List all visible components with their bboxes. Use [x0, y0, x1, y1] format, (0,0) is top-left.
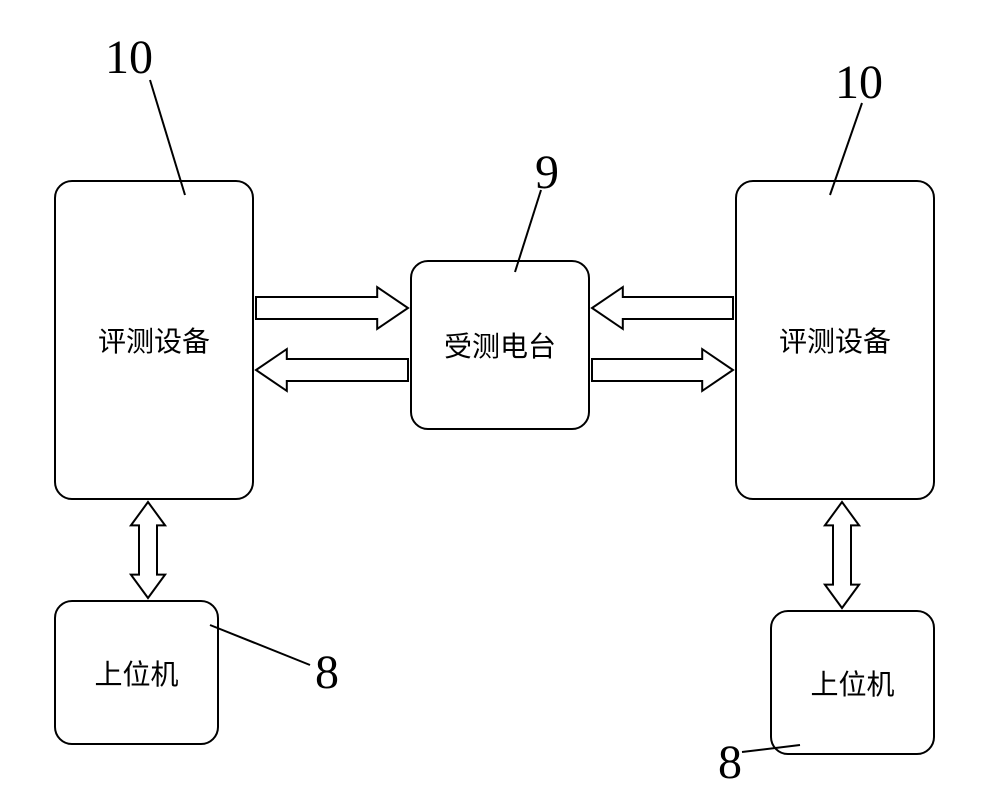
ref-num-10-right: 10: [835, 55, 883, 110]
ref-num-8-left: 8: [315, 645, 339, 700]
host-right-node: 上位机: [770, 610, 935, 755]
ref-num-8-right: 8: [718, 735, 742, 790]
ref-num-10-left: 10: [105, 30, 153, 85]
eval-device-left-label: 评测设备: [98, 320, 210, 360]
eval-device-right-label: 评测设备: [779, 320, 891, 360]
ref-num-9: 9: [535, 145, 559, 200]
host-left-label: 上位机: [94, 653, 178, 693]
radio-under-test-node: 受测电台: [410, 260, 590, 430]
host-right-label: 上位机: [810, 663, 894, 703]
host-left-node: 上位机: [54, 600, 219, 745]
eval-device-left-node: 评测设备: [54, 180, 254, 500]
radio-under-test-label: 受测电台: [444, 325, 556, 365]
eval-device-right-node: 评测设备: [735, 180, 935, 500]
